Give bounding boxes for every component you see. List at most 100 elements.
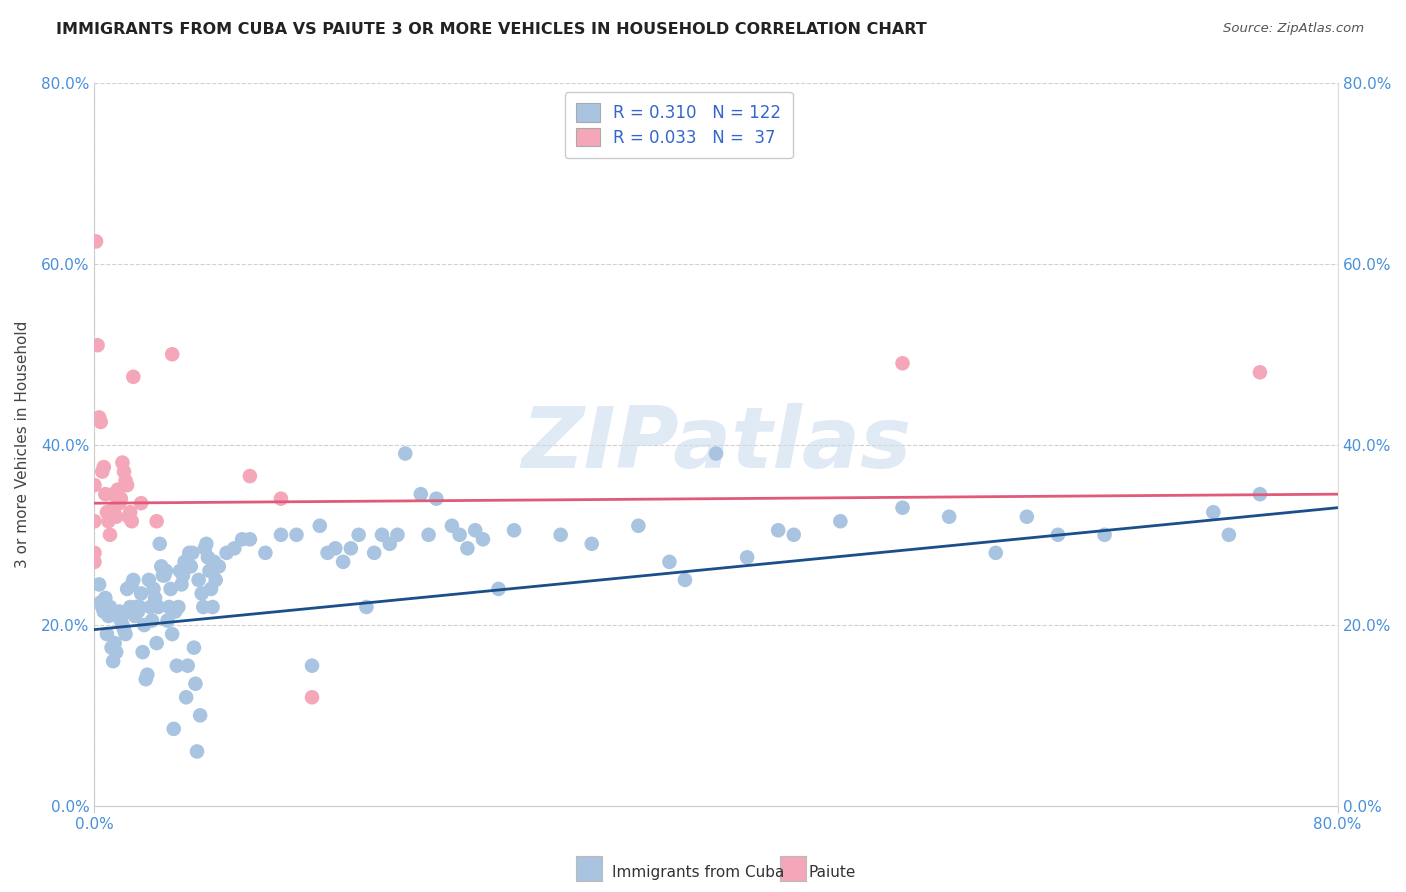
Point <box>128 599 150 614</box>
Point <box>135 672 157 686</box>
Point <box>121 577 143 591</box>
Point <box>378 537 401 551</box>
Point <box>93 460 115 475</box>
Point <box>129 586 152 600</box>
Text: IMMIGRANTS FROM CUBA VS PAIUTE 3 OR MORE VEHICLES IN HOUSEHOLD CORRELATION CHART: IMMIGRANTS FROM CUBA VS PAIUTE 3 OR MORE… <box>56 22 927 37</box>
Point <box>177 658 200 673</box>
Point <box>208 559 231 574</box>
Point <box>363 546 385 560</box>
Point <box>169 564 191 578</box>
Point <box>100 505 122 519</box>
Point <box>187 573 209 587</box>
Point <box>581 537 603 551</box>
Point <box>111 456 134 470</box>
Point <box>270 491 292 506</box>
Point <box>449 528 471 542</box>
Point <box>347 528 370 542</box>
Point <box>101 487 124 501</box>
Point <box>194 541 217 556</box>
Point <box>190 586 212 600</box>
Point <box>197 550 219 565</box>
Point <box>472 533 495 547</box>
Point <box>107 483 129 497</box>
Point <box>104 636 127 650</box>
Point <box>215 546 238 560</box>
Point <box>107 609 129 624</box>
Point <box>115 582 138 596</box>
Point <box>316 546 339 560</box>
Point <box>152 568 174 582</box>
Point <box>98 528 121 542</box>
Point <box>425 491 447 506</box>
Point <box>131 645 153 659</box>
Point <box>120 599 142 614</box>
Point <box>136 667 159 681</box>
Point <box>145 514 167 528</box>
Point <box>91 465 114 479</box>
Point <box>183 640 205 655</box>
Point <box>86 338 108 352</box>
Point <box>122 573 145 587</box>
Point <box>93 605 115 619</box>
Point <box>735 550 758 565</box>
Point <box>108 605 131 619</box>
Point <box>783 528 806 542</box>
Point <box>83 514 105 528</box>
Point <box>129 496 152 510</box>
Point <box>166 658 188 673</box>
Point <box>409 487 432 501</box>
Point <box>83 546 105 560</box>
Point <box>285 528 308 542</box>
Point <box>204 573 226 587</box>
Point <box>198 564 221 578</box>
Point <box>89 577 111 591</box>
Point <box>120 505 142 519</box>
Point <box>938 509 960 524</box>
Point <box>503 523 526 537</box>
Point <box>163 722 186 736</box>
Point <box>155 564 177 578</box>
Point <box>173 555 195 569</box>
Point <box>179 546 201 560</box>
Point <box>125 599 148 614</box>
Point <box>239 533 262 547</box>
Point <box>1094 528 1116 542</box>
Point <box>627 518 650 533</box>
Point <box>1202 505 1225 519</box>
Point <box>270 528 292 542</box>
Y-axis label: 3 or more Vehicles in Household: 3 or more Vehicles in Household <box>15 321 30 568</box>
Point <box>97 609 120 624</box>
Point <box>488 582 510 596</box>
Point <box>134 618 156 632</box>
Point <box>201 599 224 614</box>
Point <box>254 546 277 560</box>
Point <box>118 605 141 619</box>
Point <box>104 500 127 515</box>
Point <box>172 568 194 582</box>
Point <box>96 627 118 641</box>
Point <box>188 708 211 723</box>
Point <box>658 555 681 569</box>
Point <box>202 555 225 569</box>
Point <box>105 509 128 524</box>
Point <box>456 541 478 556</box>
Point <box>673 573 696 587</box>
Point <box>704 446 727 460</box>
Point <box>149 537 172 551</box>
Point <box>1249 365 1271 379</box>
Point <box>127 605 149 619</box>
Point <box>184 677 207 691</box>
Point <box>108 496 131 510</box>
Point <box>110 614 132 628</box>
Point <box>89 410 111 425</box>
Point <box>464 523 486 537</box>
Point <box>371 528 394 542</box>
Point <box>96 505 118 519</box>
Point <box>340 541 363 556</box>
Point <box>387 528 409 542</box>
Point <box>301 658 323 673</box>
Point <box>1046 528 1069 542</box>
Point <box>91 599 114 614</box>
Point <box>101 654 124 668</box>
Point <box>83 478 105 492</box>
